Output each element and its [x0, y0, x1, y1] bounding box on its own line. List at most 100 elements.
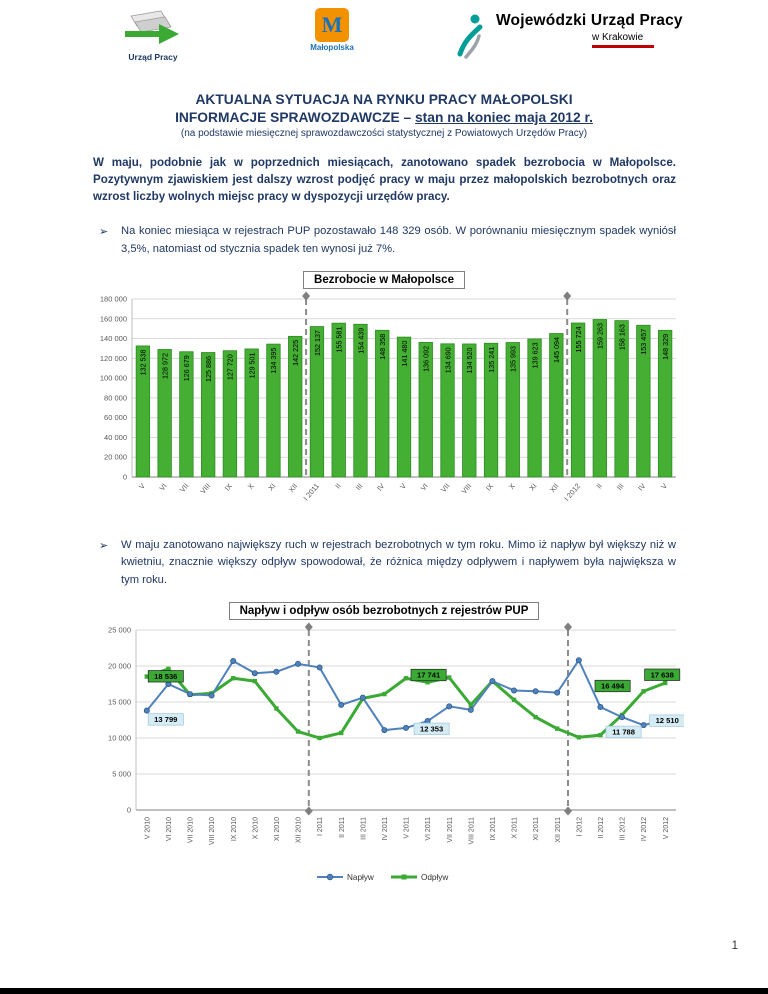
svg-text:IV 2011: IV 2011: [382, 817, 389, 841]
svg-text:16 494: 16 494: [601, 682, 625, 691]
svg-text:12 510: 12 510: [656, 716, 679, 725]
wup-text: Wojewódzki Urząd Pracy w Krakowie: [496, 12, 683, 48]
svg-text:II: II: [333, 482, 343, 491]
svg-text:II: II: [594, 482, 604, 491]
malopolska-logo: M Małopolska: [300, 8, 364, 52]
report-title-line2: INFORMACJE SPRAWOZDAWCZE – stan na konie…: [40, 110, 728, 125]
svg-text:VI 2011: VI 2011: [425, 817, 432, 841]
svg-text:11 788: 11 788: [612, 728, 635, 737]
svg-text:153 457: 153 457: [639, 329, 648, 355]
chart-flow-title: Napływ i odpływ osób bezrobotnych z reje…: [228, 602, 540, 621]
svg-text:135 993: 135 993: [509, 346, 518, 372]
svg-text:XI: XI: [266, 482, 277, 493]
svg-text:139 623: 139 623: [530, 343, 539, 369]
svg-text:0: 0: [127, 806, 131, 815]
svg-text:V 2011: V 2011: [404, 817, 411, 839]
svg-text:13 799: 13 799: [154, 715, 177, 724]
svg-text:VIII 2010: VIII 2010: [209, 817, 216, 845]
svg-text:X: X: [507, 482, 517, 492]
svg-text:XII: XII: [548, 482, 561, 495]
svg-text:IX 2011: IX 2011: [490, 817, 497, 841]
intro-paragraph: W maju, podobnie jak w poprzednich miesi…: [93, 156, 676, 203]
svg-text:IV 2012: IV 2012: [641, 817, 648, 841]
svg-text:VI: VI: [157, 482, 168, 493]
wup-title: Wojewódzki Urząd Pracy: [496, 12, 683, 29]
svg-text:XI: XI: [527, 482, 538, 493]
svg-text:155 724: 155 724: [574, 327, 583, 353]
svg-text:145 094: 145 094: [552, 337, 561, 363]
svg-text:XI 2011: XI 2011: [533, 817, 540, 841]
svg-text:134 520: 134 520: [465, 348, 474, 374]
svg-text:126 679: 126 679: [182, 355, 191, 381]
report-title-line1: AKTUALNA SYTUACJA NA RYNKU PRACY MAŁOPOL…: [195, 92, 573, 107]
svg-text:IX 2010: IX 2010: [231, 817, 238, 841]
svg-text:80 000: 80 000: [104, 393, 127, 402]
svg-text:15 000: 15 000: [108, 698, 131, 707]
svg-text:18 536: 18 536: [154, 672, 177, 681]
urzad-pracy-caption: Urząd Pracy: [128, 52, 178, 62]
svg-text:0: 0: [123, 473, 127, 482]
svg-text:V: V: [659, 482, 669, 492]
bullet-arrow-icon: ➢: [99, 540, 109, 553]
svg-text:V 2010: V 2010: [144, 817, 151, 839]
svg-text:VII 2010: VII 2010: [188, 817, 195, 843]
wup-red-underline: [592, 45, 654, 48]
svg-text:160 000: 160 000: [100, 314, 127, 323]
svg-text:20 000: 20 000: [108, 662, 131, 671]
svg-text:III 2011: III 2011: [360, 817, 367, 840]
svg-text:134 690: 134 690: [443, 347, 452, 373]
svg-text:128 972: 128 972: [160, 353, 169, 379]
svg-text:I 2011: I 2011: [317, 817, 324, 836]
svg-text:159 263: 159 263: [596, 323, 605, 349]
urzad-pracy-logo-icon: [125, 10, 179, 44]
report-title-line2-underlined: stan na koniec maja 2012 r.: [415, 110, 593, 125]
svg-text:25 000: 25 000: [108, 626, 131, 635]
report-title-subtitle: (na podstawie miesięcznej sprawozdawczoś…: [180, 128, 588, 139]
svg-text:5 000: 5 000: [112, 770, 131, 779]
svg-text:XII 2011: XII 2011: [555, 817, 562, 843]
bottom-bar: [0, 988, 768, 994]
svg-text:XI 2010: XI 2010: [274, 817, 281, 841]
svg-text:VI 2010: VI 2010: [166, 817, 173, 841]
bullet-text-1: Na koniec miesiąca w rejestrach PUP pozo…: [121, 225, 676, 255]
svg-text:VIII 2011: VIII 2011: [468, 817, 475, 845]
chart-flow-block: Napływ i odpływ osób bezrobotnych z reje…: [0, 601, 768, 890]
bullet-text-2: W maju zanotowano największy ruch w reje…: [121, 539, 676, 586]
svg-text:XII: XII: [287, 482, 300, 495]
svg-text:II 2011: II 2011: [339, 817, 346, 838]
svg-text:127 720: 127 720: [226, 354, 235, 380]
wup-person-icon: [457, 14, 483, 59]
svg-text:V: V: [398, 482, 408, 492]
svg-text:VII: VII: [178, 482, 191, 495]
svg-text:120 000: 120 000: [100, 354, 127, 363]
malopolska-monogram: M: [321, 12, 343, 37]
wup-subtitle: w Krakowie: [592, 32, 644, 43]
svg-text:II 2012: II 2012: [598, 817, 605, 839]
svg-text:136 092: 136 092: [422, 346, 431, 372]
svg-text:142 225: 142 225: [291, 340, 300, 366]
svg-text:Napływ: Napływ: [347, 873, 374, 882]
svg-text:IX: IX: [484, 482, 495, 493]
svg-text:VII 2011: VII 2011: [447, 817, 454, 843]
svg-text:155 581: 155 581: [335, 327, 344, 353]
unemployment-bar-chart: 0 20 000 40 000 60 000 80 000 100 000 120 000 1…: [0, 291, 768, 519]
svg-text:Odpływ: Odpływ: [421, 873, 448, 882]
chart-unemployment-title: Bezrobocie w Małopolsce: [303, 271, 465, 290]
svg-text:X 2011: X 2011: [512, 817, 519, 839]
svg-text:180 000: 180 000: [100, 295, 127, 304]
svg-text:VIII: VIII: [459, 482, 473, 496]
svg-text:12 353: 12 353: [420, 725, 443, 734]
bullet-item-2: ➢ W maju zanotowano największy ruch w re…: [99, 537, 676, 589]
svg-text:158 163: 158 163: [617, 324, 626, 350]
svg-text:III: III: [615, 482, 626, 492]
page-number: 1: [731, 940, 738, 952]
bullet-item-1: ➢ Na koniec miesiąca w rejestrach PUP po…: [99, 223, 676, 258]
svg-text:IV: IV: [636, 482, 647, 493]
svg-text:XII 2010: XII 2010: [296, 817, 303, 843]
svg-text:141 480: 141 480: [400, 341, 409, 367]
svg-text:148 358: 148 358: [378, 334, 387, 360]
svg-text:III 2012: III 2012: [620, 817, 627, 840]
svg-text:VI: VI: [418, 482, 429, 493]
svg-text:I 2011: I 2011: [301, 482, 321, 503]
svg-text:III: III: [354, 482, 365, 492]
